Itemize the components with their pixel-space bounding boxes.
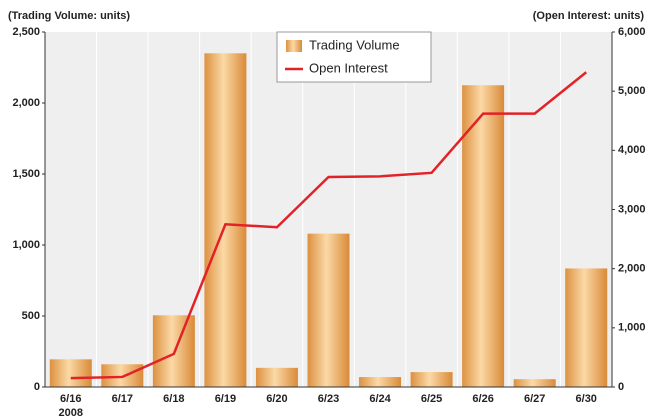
year-label: 2008: [59, 407, 83, 419]
x-tick-label: 6/16: [60, 393, 81, 405]
y-tick-label: 0: [34, 381, 40, 393]
y2-tick-label: 2,000: [618, 263, 646, 275]
bar: [359, 377, 402, 387]
bar: [565, 268, 608, 387]
y2-axis-label: (Open Interest: units): [533, 10, 645, 22]
x-tick-label: 6/27: [524, 393, 545, 405]
legend-label: Open Interest: [309, 60, 388, 75]
legend: [276, 31, 432, 83]
y2-tick-label: 5,000: [618, 85, 646, 97]
x-tick-label: 6/23: [318, 393, 339, 405]
x-tick-label: 6/19: [215, 393, 236, 405]
x-tick-label: 6/30: [576, 393, 597, 405]
y2-tick-label: 4,000: [618, 144, 646, 156]
bar: [410, 372, 453, 387]
legend-label: Trading Volume: [309, 37, 400, 52]
line: [70, 71, 588, 380]
y-tick-label: 500: [22, 310, 40, 322]
y2-tick-label: 1,000: [618, 322, 646, 334]
bar: [49, 359, 92, 387]
y-tick-label: 2,000: [12, 97, 40, 109]
x-tick-label: 6/20: [266, 393, 287, 405]
x-tick-label: 6/18: [163, 393, 184, 405]
y2-tick-label: 3,000: [618, 203, 646, 215]
y-axis-label: (Trading Volume: units): [8, 10, 130, 22]
x-tick-label: 6/25: [421, 393, 442, 405]
y-tick-label: 1,000: [12, 239, 40, 251]
y2-tick-label: 0: [618, 381, 624, 393]
bar: [204, 53, 247, 388]
y2-tick-label: 6,000: [618, 26, 646, 38]
bar: [307, 233, 350, 387]
y-tick-label: 2,500: [12, 26, 40, 38]
legend-swatch: [286, 40, 302, 52]
x-tick-label: 6/24: [369, 393, 391, 405]
x-tick-label: 6/17: [112, 393, 133, 405]
y-tick-label: 1,500: [12, 168, 40, 180]
bar: [462, 85, 505, 387]
bar: [255, 367, 298, 387]
x-tick-label: 6/26: [472, 393, 493, 405]
bar: [513, 379, 556, 387]
